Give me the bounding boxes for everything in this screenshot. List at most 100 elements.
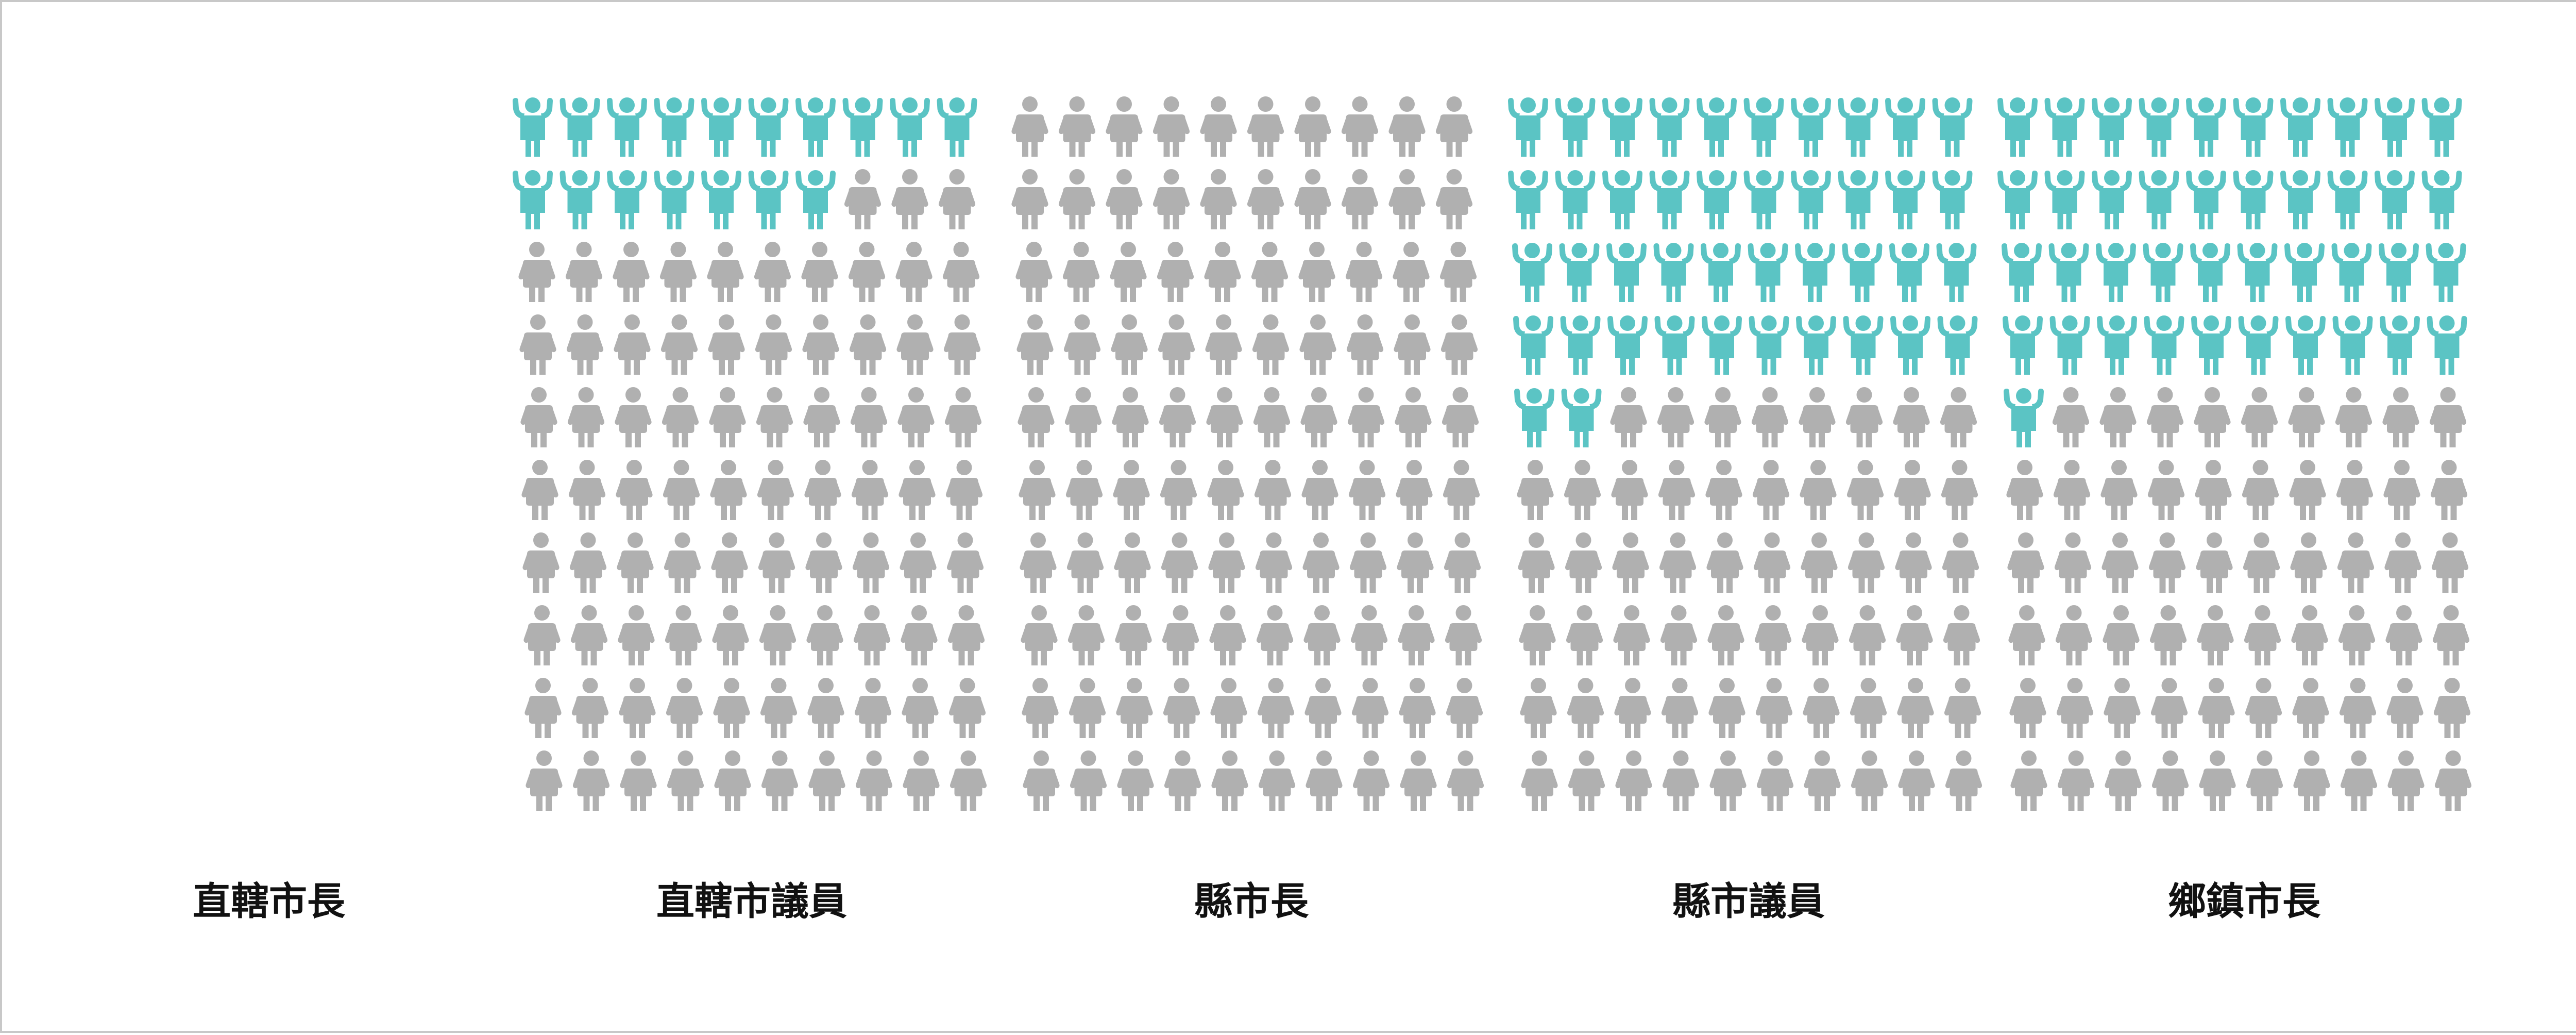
person-icon-highlighted <box>1606 243 1647 302</box>
person-icon <box>2340 750 2378 811</box>
person-icon-highlighted <box>1936 243 1977 302</box>
person-icon <box>1393 242 1430 302</box>
person-icon-highlighted <box>2426 243 2466 302</box>
person-icon <box>1255 532 1293 593</box>
person-icon <box>1893 387 1930 447</box>
person-icon-highlighted <box>2327 97 2368 157</box>
person-icon <box>1521 750 1558 811</box>
person-icon <box>1707 605 1744 665</box>
person-icon-highlighted <box>1653 243 1694 302</box>
person-icon <box>1347 387 1385 447</box>
person-icon <box>708 314 745 375</box>
person-icon <box>1018 387 1055 447</box>
person-icon <box>1069 678 1106 738</box>
person-icon <box>2105 750 2142 811</box>
person-icon <box>2052 387 2090 447</box>
person-icon <box>2290 532 2327 593</box>
person-icon-highlighted <box>890 97 930 157</box>
person-icon <box>522 532 560 593</box>
person-icon <box>2383 460 2420 520</box>
person-icon <box>1067 605 1105 665</box>
person-icon-highlighted <box>1649 170 1690 229</box>
person-icon-highlighted <box>1932 97 1973 157</box>
person-icon <box>523 605 561 665</box>
person-icon <box>1945 750 1982 811</box>
person-icon <box>950 750 987 811</box>
person-icon <box>1299 314 1336 375</box>
person-icon <box>760 678 798 738</box>
person-icon <box>1020 532 1057 593</box>
person-icon <box>2055 605 2093 665</box>
person-icon <box>2194 387 2231 447</box>
person-icon <box>2337 532 2375 593</box>
person-icon-highlighted <box>2048 243 2089 302</box>
person-icon <box>568 460 606 520</box>
person-icon <box>1348 460 1386 520</box>
person-icon <box>2149 605 2187 665</box>
person-icon <box>659 242 697 302</box>
person-icon-highlighted <box>2004 388 2044 447</box>
category-label-1: 直轄市長 <box>193 879 345 924</box>
panel-5 <box>1997 97 2472 811</box>
person-icon <box>1444 532 1481 593</box>
person-icon-highlighted <box>1791 97 1831 157</box>
person-icon-highlighted <box>2379 243 2419 302</box>
person-icon <box>1566 605 1603 665</box>
person-icon <box>1160 460 1197 520</box>
person-icon <box>1751 387 1789 447</box>
person-icon <box>1400 750 1437 811</box>
person-icon <box>903 750 940 811</box>
person-icon <box>1207 460 1244 520</box>
person-icon-highlighted <box>1514 388 1554 447</box>
person-icon <box>1062 242 1100 302</box>
person-icon <box>1117 750 1154 811</box>
person-icon-highlighted <box>701 170 741 229</box>
person-icon <box>1613 605 1650 665</box>
person-icon-highlighted <box>2186 97 2226 157</box>
person-icon <box>1065 460 1103 520</box>
person-icon <box>1443 460 1480 520</box>
person-icon <box>2246 750 2283 811</box>
person-icon-highlighted <box>2044 170 2085 229</box>
person-icon-highlighted <box>1890 315 1930 375</box>
person-icon <box>1799 387 1836 447</box>
person-icon <box>2007 532 2044 593</box>
person-icon <box>613 242 650 302</box>
person-icon-highlighted <box>1513 315 1553 375</box>
person-icon <box>2293 750 2330 811</box>
person-icon <box>1661 678 1699 738</box>
person-icon <box>1752 460 1790 520</box>
person-icon <box>1257 678 1295 738</box>
person-icon <box>1111 314 1148 375</box>
person-icon <box>572 750 610 811</box>
person-icon <box>713 678 750 738</box>
person-icon-highlighted <box>654 170 694 229</box>
person-icon-highlighted <box>1654 315 1695 375</box>
person-icon <box>1016 314 1054 375</box>
category-label-4: 縣市議員 <box>1672 879 1825 924</box>
person-icon <box>1388 96 1426 157</box>
person-icon <box>1306 750 1343 811</box>
person-icon <box>844 169 882 229</box>
person-icon-highlighted <box>2375 170 2415 229</box>
person-icon <box>2433 678 2471 738</box>
person-icon-highlighted <box>1843 315 1884 375</box>
person-icon <box>1520 678 1557 738</box>
person-icon-highlighted <box>1697 97 1737 157</box>
person-icon <box>891 169 928 229</box>
person-icon <box>754 242 791 302</box>
person-icon <box>1612 532 1649 593</box>
person-icon <box>854 678 892 738</box>
person-icon-highlighted <box>1997 170 2038 229</box>
person-icon <box>1304 678 1342 738</box>
person-icon-highlighted <box>2096 243 2136 302</box>
person-icon <box>567 387 605 447</box>
person-icon <box>614 314 651 375</box>
person-icon <box>1705 460 1742 520</box>
person-icon <box>617 532 654 593</box>
person-icon <box>711 532 748 593</box>
person-icon <box>1801 532 1838 593</box>
person-icon <box>1446 678 1483 738</box>
person-icon <box>1251 242 1289 302</box>
person-icon-highlighted <box>2144 315 2184 375</box>
